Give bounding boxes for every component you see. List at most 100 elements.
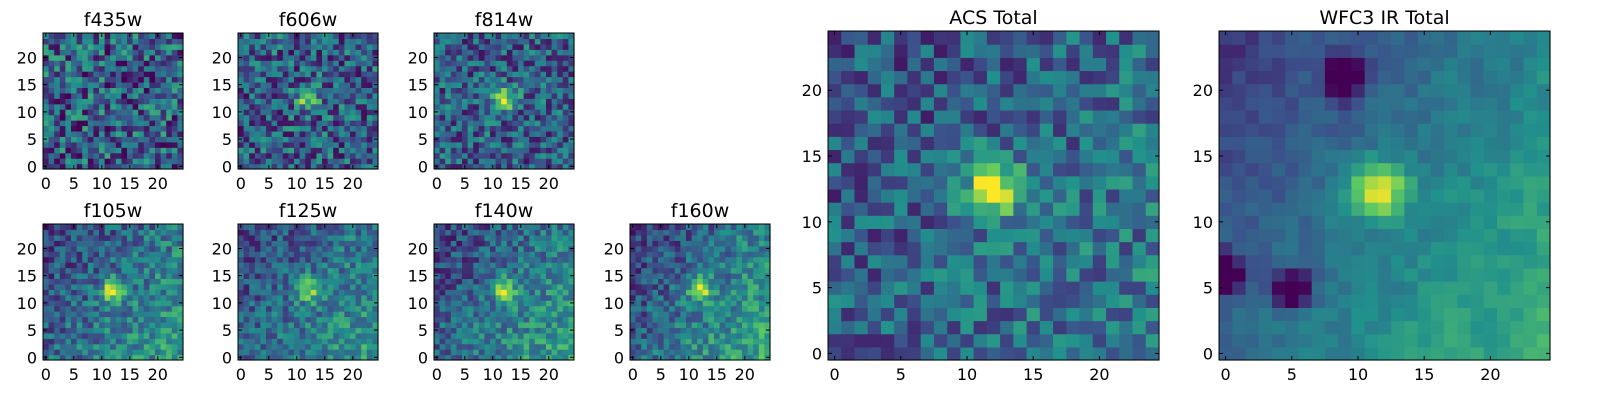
pixel — [266, 130, 273, 137]
pixel — [149, 262, 156, 269]
pixel — [76, 54, 83, 61]
pixel — [110, 71, 117, 78]
pixel — [121, 130, 128, 137]
pixel — [450, 98, 457, 105]
pixel — [529, 54, 536, 61]
pixel — [473, 33, 480, 40]
pixel — [99, 349, 106, 356]
pixel — [434, 262, 441, 269]
pixel — [490, 130, 497, 137]
pixel — [646, 278, 653, 285]
pixel — [127, 60, 134, 67]
pixel — [138, 349, 145, 356]
pixel — [366, 316, 373, 323]
y-tick-label: 20 — [212, 48, 232, 67]
pixel — [127, 109, 134, 116]
pixel — [501, 289, 508, 296]
pixel — [478, 109, 485, 116]
x-tick-label: 0 — [628, 365, 638, 384]
pixel — [663, 343, 670, 350]
pixel — [361, 87, 368, 94]
pixel — [327, 240, 334, 247]
pixel — [59, 136, 66, 143]
pixel — [501, 125, 508, 132]
pixel — [338, 54, 345, 61]
pixel — [82, 81, 89, 88]
pixel — [372, 289, 379, 296]
pixel — [372, 343, 379, 350]
pixel — [568, 311, 575, 318]
pixel — [652, 234, 659, 241]
pixel — [973, 267, 988, 282]
pixel — [439, 76, 446, 83]
pixel — [355, 33, 362, 40]
y-tick-label: 15 — [408, 267, 428, 286]
pixel — [299, 272, 306, 279]
pixel — [104, 229, 111, 236]
pixel — [540, 147, 547, 154]
pixel — [322, 60, 329, 67]
pixel — [99, 267, 106, 274]
pixel — [93, 267, 100, 274]
pixel — [93, 245, 100, 252]
pixel — [439, 234, 446, 241]
pixel — [546, 54, 553, 61]
pixel — [372, 49, 379, 56]
pixel — [322, 71, 329, 78]
pixel — [439, 311, 446, 318]
pixel — [344, 81, 351, 88]
pixel — [366, 278, 373, 285]
pixel — [557, 224, 564, 231]
pixel — [1013, 294, 1028, 308]
pixel — [249, 272, 256, 279]
pixel — [138, 343, 145, 350]
pixel — [562, 251, 569, 258]
pixel — [155, 349, 162, 356]
pixel — [143, 65, 150, 72]
pixel — [450, 354, 457, 361]
pixel — [630, 234, 637, 241]
pixel — [177, 76, 184, 83]
pixel — [523, 130, 530, 137]
pixel — [149, 267, 156, 274]
pixel — [630, 311, 637, 318]
pixel — [104, 278, 111, 285]
pixel — [669, 283, 676, 290]
pixel — [674, 343, 681, 350]
pixel — [288, 256, 295, 263]
pixel — [327, 289, 334, 296]
pixel — [366, 229, 373, 236]
pixel — [305, 267, 312, 274]
pixel — [691, 300, 698, 307]
pixel — [484, 278, 491, 285]
pixel — [630, 267, 637, 274]
pixel — [310, 245, 317, 252]
pixel — [282, 54, 289, 61]
pixel — [764, 294, 771, 301]
pixel — [551, 256, 558, 263]
pixel — [518, 130, 525, 137]
pixel — [456, 234, 463, 241]
pixel — [1039, 281, 1054, 295]
pixel — [243, 136, 250, 143]
pixel — [467, 289, 474, 296]
pixel — [260, 60, 267, 67]
pixel — [529, 49, 536, 56]
pixel — [562, 114, 569, 121]
pixel — [282, 349, 289, 356]
pixel — [478, 49, 485, 56]
pixel — [160, 158, 167, 165]
pixel — [518, 349, 525, 356]
pixel — [506, 33, 513, 40]
pixel — [310, 87, 317, 94]
pixel — [149, 354, 156, 361]
pixel — [350, 272, 357, 279]
pixel — [1013, 228, 1028, 243]
pixel — [1013, 267, 1028, 282]
pixel — [546, 130, 553, 137]
pixel — [546, 65, 553, 72]
pixel — [271, 141, 278, 148]
pixel — [562, 141, 569, 148]
pixel — [310, 103, 317, 110]
pixel — [87, 349, 94, 356]
